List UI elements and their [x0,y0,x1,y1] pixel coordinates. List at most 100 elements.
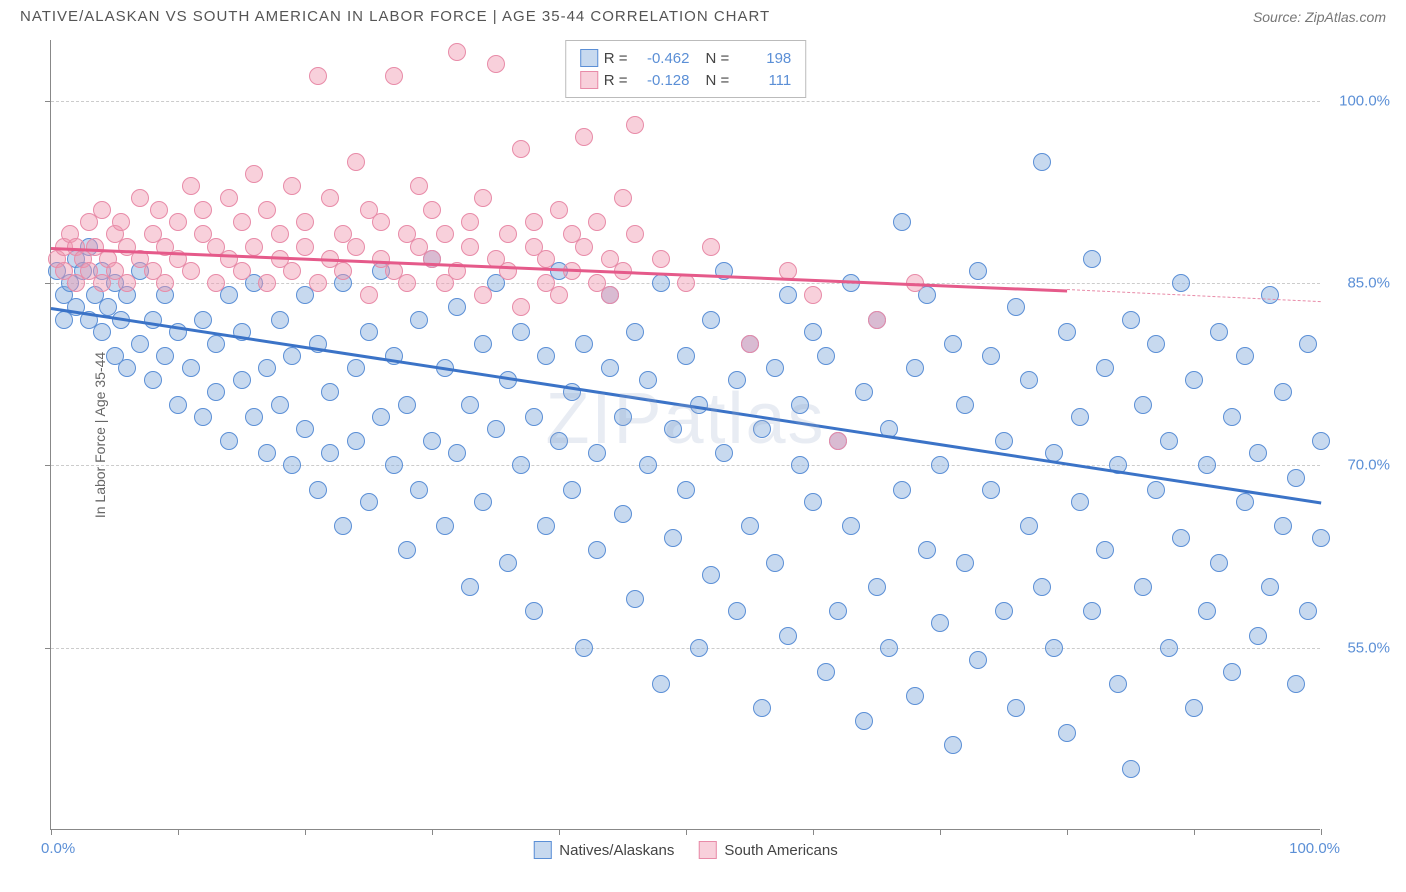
trend-line [51,247,1067,292]
legend-label: South Americans [724,842,837,859]
scatter-point [1299,335,1317,353]
scatter-point [652,274,670,292]
scatter-point [741,517,759,535]
y-tick [45,465,51,466]
scatter-point [283,177,301,195]
scatter-point [995,432,1013,450]
y-tick [45,283,51,284]
scatter-point [169,396,187,414]
scatter-point [220,432,238,450]
scatter-point [829,602,847,620]
scatter-point [309,481,327,499]
legend-label: Natives/Alaskans [559,842,674,859]
scatter-point [309,274,327,292]
n-label: N = [706,50,730,67]
scatter-point [474,189,492,207]
scatter-point [537,347,555,365]
scatter-point [741,335,759,353]
scatter-point [207,274,225,292]
scatter-point [1274,517,1292,535]
scatter-point [474,493,492,511]
scatter-point [639,456,657,474]
scatter-point [207,335,225,353]
n-label: N = [706,72,730,89]
y-tick-label: 100.0% [1339,92,1390,109]
scatter-point [588,444,606,462]
scatter-point [93,323,111,341]
scatter-point [347,153,365,171]
scatter-point [1172,529,1190,547]
y-tick [45,101,51,102]
scatter-point [1122,311,1140,329]
scatter-point [385,456,403,474]
scatter-point [931,456,949,474]
scatter-point [385,67,403,85]
scatter-point [448,43,466,61]
scatter-point [550,201,568,219]
scatter-point [461,238,479,256]
scatter-point [334,262,352,280]
legend-row-south: R = -0.128 N = 111 [580,69,792,91]
scatter-point [791,396,809,414]
scatter-point [131,189,149,207]
y-tick-label: 55.0% [1347,639,1390,656]
scatter-point [563,481,581,499]
scatter-point [474,286,492,304]
scatter-point [245,165,263,183]
scatter-point [182,359,200,377]
trend-line [51,307,1321,504]
scatter-point [766,554,784,572]
scatter-point [525,602,543,620]
trend-line-extrapolated [1067,289,1321,302]
scatter-point [258,201,276,219]
scatter-point [537,517,555,535]
scatter-point [245,408,263,426]
legend-swatch-pink [698,841,716,859]
scatter-point [855,383,873,401]
scatter-point [169,213,187,231]
scatter-point [309,67,327,85]
scatter-point [804,286,822,304]
scatter-point [537,250,555,268]
scatter-point [258,274,276,292]
scatter-point [499,554,517,572]
x-axis-min-label: 0.0% [41,840,75,857]
scatter-point [1236,347,1254,365]
scatter-point [956,554,974,572]
scatter-point [1312,529,1330,547]
scatter-point [1287,469,1305,487]
scatter-point [550,432,568,450]
scatter-point [1058,724,1076,742]
scatter-point [969,262,987,280]
r-label: R = [604,72,628,89]
scatter-point [944,335,962,353]
chart-plot-area: In Labor Force | Age 35-44 ZIPatlas R = … [50,40,1320,830]
y-tick-label: 70.0% [1347,457,1390,474]
scatter-point [601,359,619,377]
scatter-point [944,736,962,754]
scatter-point [1198,602,1216,620]
x-tick [1194,829,1195,835]
scatter-point [321,189,339,207]
scatter-point [283,262,301,280]
scatter-point [601,286,619,304]
scatter-point [448,444,466,462]
scatter-point [347,238,365,256]
x-tick [940,829,941,835]
scatter-point [423,201,441,219]
x-tick [51,829,52,835]
scatter-point [1147,481,1165,499]
scatter-point [690,639,708,657]
scatter-point [1096,541,1114,559]
scatter-point [525,213,543,231]
scatter-point [423,432,441,450]
scatter-point [271,225,289,243]
scatter-point [588,541,606,559]
scatter-point [182,177,200,195]
scatter-point [906,687,924,705]
scatter-point [575,335,593,353]
gridline [51,648,1320,649]
scatter-point [702,311,720,329]
x-tick [305,829,306,835]
scatter-point [93,201,111,219]
